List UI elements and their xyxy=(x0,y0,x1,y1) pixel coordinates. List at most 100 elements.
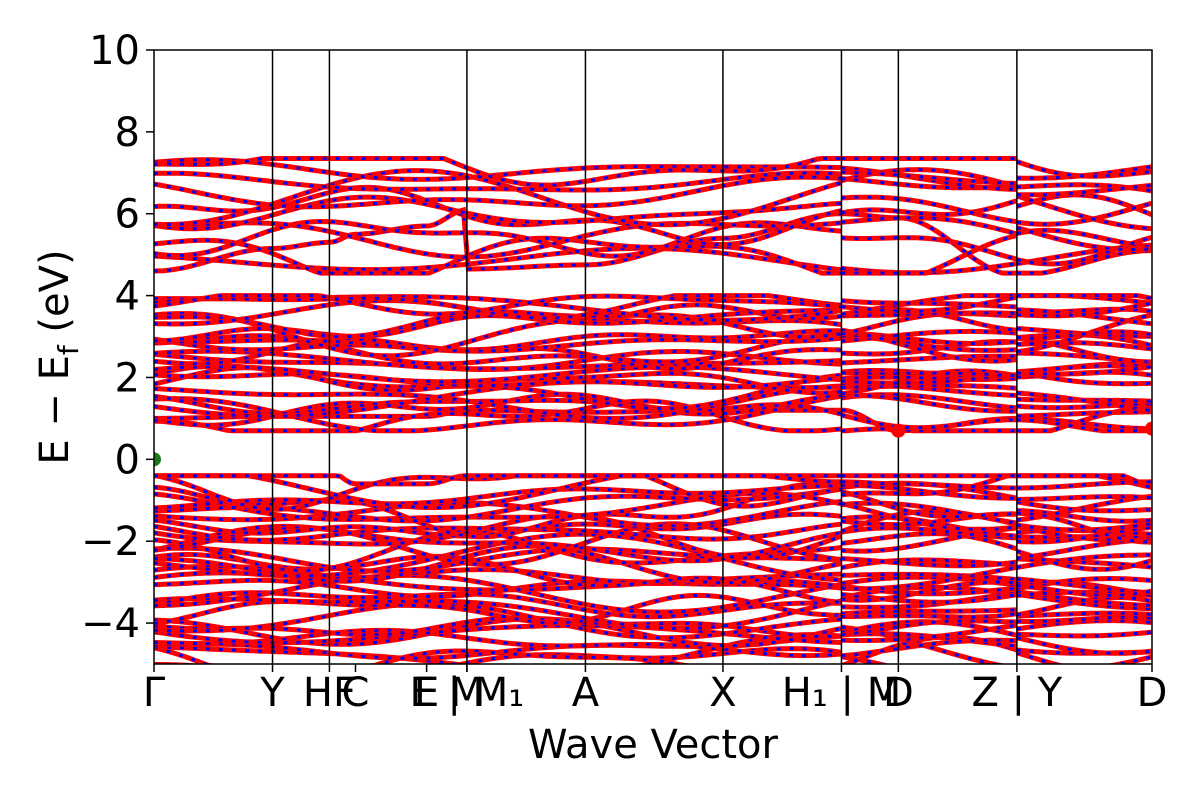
band-line-spin-down xyxy=(841,369,1018,396)
band-line-spin-up xyxy=(154,174,842,210)
band-line-spin-down xyxy=(154,628,842,658)
y-tick-label: 0 xyxy=(115,437,140,483)
band-line-spin-down xyxy=(154,647,842,664)
band-line-spin-down xyxy=(841,620,1018,637)
band-line-spin-down xyxy=(1016,474,1152,489)
band-line-spin-down xyxy=(1016,495,1152,501)
band-line-spin-down xyxy=(154,512,842,538)
band-line-spin-down xyxy=(154,522,842,542)
band-line-spin-down xyxy=(154,484,842,510)
band-line-spin-down xyxy=(841,572,1018,582)
y-axis-ticks: −4 −2 0 2 4 6 8 10 xyxy=(81,28,154,647)
band-lines xyxy=(154,156,1152,664)
band-line-spin-down xyxy=(1016,553,1152,569)
x-tick-label: D xyxy=(883,670,914,716)
band-line-spin-down xyxy=(1016,509,1152,523)
band-line-spin-up xyxy=(154,194,842,232)
band-line-spin-down xyxy=(154,158,842,181)
extrema-markers xyxy=(154,421,1152,467)
y-tick-label: 6 xyxy=(115,192,140,238)
band-line-spin-down xyxy=(841,580,1018,602)
band-line-spin-down xyxy=(1016,615,1152,623)
band-line-spin-up xyxy=(154,600,842,641)
x-tick-label: M xyxy=(450,670,485,716)
band-line-spin-down xyxy=(154,500,842,528)
y-axis-label-unit: (eV) xyxy=(32,249,78,345)
band-line-spin-down xyxy=(154,329,842,352)
x-tick-label: D xyxy=(1137,670,1168,716)
band-line-spin-down xyxy=(841,501,1018,525)
band-line-spin-down xyxy=(154,372,842,389)
band-line-spin-down xyxy=(1016,201,1152,226)
band-line-spin-down xyxy=(1016,307,1152,314)
band-line-spin-down xyxy=(841,532,1018,551)
band-extremum-marker xyxy=(1145,421,1152,436)
band-line-spin-down xyxy=(1016,590,1152,608)
band-line-spin-down xyxy=(154,522,842,567)
band-line-spin-down xyxy=(154,482,842,539)
band-line-spin-down xyxy=(841,483,1017,500)
band-line-spin-up xyxy=(154,331,842,367)
x-tick-label: Y xyxy=(259,670,285,716)
x-axis-label: Wave Vector xyxy=(528,722,779,768)
band-line-spin-down xyxy=(841,312,1017,336)
band-line-spin-down xyxy=(154,365,842,384)
band-line-spin-up xyxy=(840,489,1017,520)
band-line-spin-down xyxy=(154,185,842,246)
band-line-spin-down xyxy=(841,195,1018,224)
band-line-spin-down xyxy=(1016,365,1152,376)
band-line-spin-down xyxy=(841,216,1018,236)
band-line-spin-down xyxy=(1016,193,1152,217)
y-tick-label: 10 xyxy=(89,28,140,74)
band-line-spin-down xyxy=(1016,391,1152,413)
y-tick-label: 4 xyxy=(115,274,140,320)
band-line-spin-down xyxy=(1016,370,1152,386)
band-line-spin-down xyxy=(1016,577,1152,590)
band-line-spin-up xyxy=(154,220,842,260)
band-line-spin-down xyxy=(1016,630,1152,638)
band-line-spin-down xyxy=(1016,351,1152,365)
band-line-spin-down xyxy=(841,608,1018,616)
band-line-spin-up xyxy=(154,572,842,615)
band-line-spin-down xyxy=(154,246,842,272)
x-tick-label: Γ xyxy=(143,670,166,716)
band-line-spin-down xyxy=(841,311,1017,318)
band-line-spin-down xyxy=(154,295,842,322)
band-line-spin-down xyxy=(154,236,842,275)
band-line-spin-up xyxy=(1016,654,1152,664)
band-line-spin-down xyxy=(841,655,886,664)
band-line-spin-down xyxy=(154,393,842,416)
band-line-spin-down xyxy=(841,234,1018,275)
band-line-spin-down xyxy=(1016,538,1152,560)
band-line-spin-down xyxy=(841,565,1018,591)
band-line-spin-down xyxy=(841,170,1017,185)
y-tick-label: −2 xyxy=(81,519,140,565)
band-line-spin-down xyxy=(841,354,1017,365)
y-tick-label: 2 xyxy=(115,355,140,401)
band-line-spin-down xyxy=(841,632,1018,648)
band-line-spin-down xyxy=(1016,330,1152,340)
band-line-spin-down xyxy=(154,524,842,563)
band-line-spin-down xyxy=(841,638,1017,658)
band-line-spin-down xyxy=(841,619,1018,637)
band-line-spin-down xyxy=(1016,611,1152,618)
band-line-spin-down xyxy=(841,526,1017,540)
band-line-spin-down xyxy=(154,487,842,523)
band-line-spin-down xyxy=(841,212,1017,275)
band-line-spin-down xyxy=(1016,636,1152,655)
plot-frame xyxy=(153,49,1153,665)
band-extremum-marker xyxy=(154,452,161,467)
band-line-spin-down xyxy=(841,295,1018,313)
high-symmetry-lines xyxy=(271,50,1018,664)
band-line-spin-down xyxy=(841,557,1018,568)
band-line-spin-up xyxy=(154,293,842,321)
x-tick-label: E | M₁ xyxy=(410,670,525,716)
band-line-spin-down xyxy=(841,236,1018,261)
band-line-spin-down xyxy=(841,612,1018,619)
band-line-spin-down xyxy=(1016,402,1152,410)
band-line-spin-down xyxy=(1016,243,1152,266)
band-line-spin-down xyxy=(841,623,1018,642)
band-line-spin-down xyxy=(841,394,1017,413)
